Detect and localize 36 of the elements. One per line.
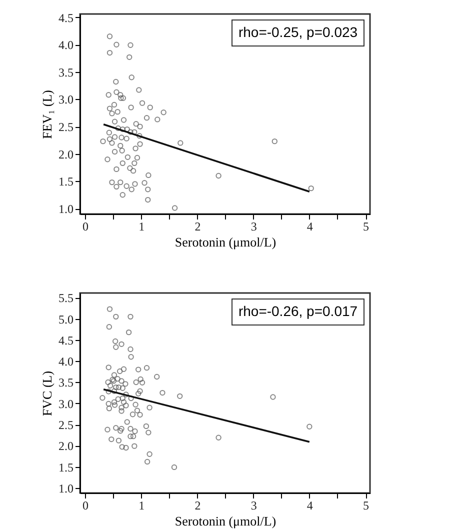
y-tick-label: 4.5	[58, 333, 74, 348]
y-tick-label: 2.5	[58, 120, 74, 134]
x-tick-label: 2	[194, 498, 201, 512]
y-tick-label: 1.0	[58, 202, 74, 216]
x-tick-label: 3	[250, 498, 257, 512]
y-tick-label: 3.0	[58, 92, 74, 107]
x-tick-label: 4	[306, 498, 313, 512]
y-axis-title: FVC (L)	[40, 370, 54, 416]
y-tick-label: 4.0	[58, 38, 74, 52]
x-tick-label: 2	[194, 220, 201, 234]
y-tick-label: 1.5	[58, 460, 74, 474]
y-tick-label: 1.0	[58, 481, 74, 496]
y-axis-title: FEV₁ (L)	[40, 90, 54, 139]
annotation: rho=-0.25, p=0.023	[238, 24, 358, 40]
y-tick-label: 2.0	[58, 147, 74, 162]
annotation: rho=-0.26, p=0.017	[238, 303, 358, 319]
y-tick-label: 3.5	[58, 376, 74, 390]
y-tick-label: 1.5	[58, 174, 74, 189]
x-tick-label: 0	[82, 498, 89, 512]
x-axis-title: Serotonin (μmol/L)	[174, 514, 276, 528]
x-tick-label: 3	[250, 220, 257, 234]
y-tick-label: 5.0	[58, 312, 74, 326]
y-tick-label: 3.0	[58, 396, 74, 411]
x-tick-label: 0	[82, 220, 89, 234]
y-tick-label: 2.0	[58, 439, 74, 454]
y-tick-label: 5.5	[58, 291, 74, 306]
x-tick-label: 4	[306, 220, 313, 234]
x-tick-label: 5	[363, 220, 370, 234]
x-axis-title: Serotonin (μmol/L)	[174, 234, 276, 250]
x-tick-label: 1	[138, 220, 145, 234]
y-tick-label: 2.5	[58, 418, 74, 432]
y-tick-label: 3.5	[58, 65, 74, 80]
y-tick-label: 4.5	[58, 10, 74, 25]
y-tick-label: 4.0	[58, 354, 74, 369]
x-tick-label: 1	[138, 498, 145, 512]
x-tick-label: 5	[363, 498, 370, 512]
